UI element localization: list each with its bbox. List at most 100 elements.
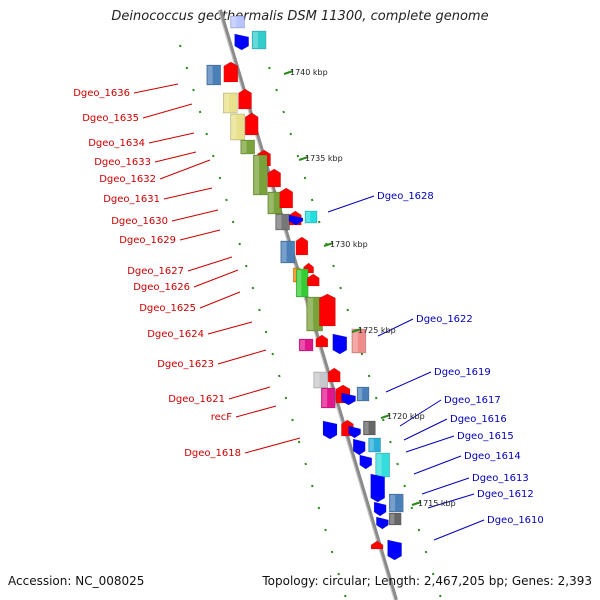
scale-tick [351, 328, 362, 333]
outer-ruler-tick [275, 88, 278, 92]
gene-arrow [244, 112, 259, 136]
gene-block-shade [300, 340, 305, 350]
gene-arrow [348, 425, 361, 439]
inner-ruler-tick [185, 66, 189, 70]
gene-arrow [288, 214, 304, 226]
scale-tick [283, 70, 294, 75]
outer-ruler-tick [417, 528, 421, 532]
inner-ruler-tick [231, 220, 235, 224]
gene-block-shade [390, 514, 395, 524]
outer-ruler-tick [403, 484, 406, 488]
gene-block-shade [268, 193, 274, 213]
outer-ruler-tick [431, 572, 435, 576]
gene-block-shade [281, 242, 287, 262]
gene-block [252, 154, 268, 196]
label-leader [163, 187, 213, 200]
outer-ruler-tick [360, 352, 364, 356]
inner-ruler-tick [278, 374, 281, 378]
label-leader [228, 386, 271, 400]
inner-ruler-tick [271, 352, 274, 356]
forward-gene-label: Dgeo_1625 [139, 303, 196, 314]
scale-label: 1730 kbp [330, 240, 368, 249]
label-leader [327, 195, 375, 213]
inner-ruler-tick [264, 330, 268, 334]
inner-ruler-tick [291, 418, 294, 422]
scale-label: 1715 kbp [418, 499, 456, 508]
forward-gene-label: Dgeo_1629 [119, 235, 176, 246]
map-title: Deinococcus geothermalis DSM 11300, comp… [111, 9, 489, 24]
inner-ruler-tick [311, 484, 314, 488]
gene-block-shade [352, 330, 358, 352]
outer-ruler-tick [424, 550, 428, 554]
label-leader [413, 455, 462, 475]
reverse-gene-label: Dgeo_1614 [464, 451, 521, 462]
inner-ruler-tick [324, 528, 327, 532]
gene-block [388, 512, 402, 526]
gene-block-shade [294, 269, 297, 281]
gene-block-shade [314, 373, 320, 387]
inner-ruler-tick [330, 550, 334, 554]
inner-ruler-tick [192, 88, 195, 92]
forward-gene-label: Dgeo_1632 [99, 174, 156, 185]
label-leader [403, 418, 448, 441]
reverse-gene-label: Dgeo_1610 [487, 515, 544, 526]
outer-ruler-tick [396, 462, 399, 466]
label-leader [235, 405, 277, 418]
forward-gene-label: recF [211, 412, 233, 423]
forward-gene-label: Dgeo_1626 [133, 282, 190, 293]
gene-block-shade [306, 212, 311, 222]
gene-block-shade [307, 298, 314, 330]
outer-ruler-tick [367, 374, 371, 378]
gene-block [251, 30, 267, 50]
inner-ruler-tick [245, 264, 248, 268]
label-leader [199, 291, 241, 309]
gene-block-shade [322, 389, 328, 407]
gene-arrow [327, 367, 341, 383]
reverse-gene-label: Dgeo_1619 [434, 367, 491, 378]
gene-arrow [238, 88, 252, 110]
reverse-gene-label: Dgeo_1622 [416, 314, 473, 325]
outer-ruler-tick [346, 308, 349, 312]
label-leader [159, 159, 211, 180]
scale-label: 1735 kbp [305, 154, 343, 163]
scale-tick [380, 414, 391, 419]
gene-arrow [359, 454, 373, 470]
forward-gene-label: Dgeo_1631 [103, 194, 160, 205]
gene-arrow [332, 333, 348, 355]
label-leader [179, 229, 221, 241]
outer-ruler-tick [289, 132, 293, 136]
gene-block-shade [254, 156, 260, 194]
gene-block-shade [358, 388, 363, 400]
label-leader [207, 321, 253, 335]
forward-gene-label: Dgeo_1636 [73, 88, 130, 99]
inner-ruler-tick [258, 308, 261, 312]
gene-arrow [352, 438, 366, 456]
inner-ruler-tick [344, 594, 347, 598]
label-leader [427, 493, 475, 509]
gene-arrow [315, 334, 329, 348]
accession-text: Accession: NC_008025 [8, 574, 145, 588]
outer-ruler-tick [318, 220, 321, 224]
forward-gene-label: Dgeo_1633 [94, 157, 151, 168]
gene-labels: Dgeo_1636 Dgeo_1635 Dgeo_1634 Dgeo_1633 Dgeo… [73, 88, 544, 526]
forward-gene-label: Dgeo_1621 [168, 394, 225, 405]
gene-block-shade [224, 94, 230, 112]
reverse-gene-label: Dgeo_1617 [444, 395, 501, 406]
inner-ruler-tick [225, 198, 228, 202]
gene-block [222, 92, 238, 114]
gene-block [363, 420, 376, 436]
forward-gene-label: Dgeo_1634 [88, 138, 145, 149]
gene-arrow [341, 392, 356, 406]
outer-ruler-tick [296, 154, 300, 158]
gene-block-shade [241, 141, 247, 153]
gene-arrow [223, 61, 239, 83]
gene-block-shade [231, 17, 237, 27]
gene-block [280, 240, 296, 264]
gene-block [320, 387, 336, 409]
forward-gene-label: Dgeo_1627 [127, 266, 184, 277]
outer-ruler-tick [268, 66, 271, 70]
inner-ruler-tick [218, 176, 222, 180]
gene-block-shade [376, 454, 382, 476]
inner-ruler-tick [297, 440, 301, 444]
forward-gene-label: Dgeo_1624 [147, 329, 204, 340]
